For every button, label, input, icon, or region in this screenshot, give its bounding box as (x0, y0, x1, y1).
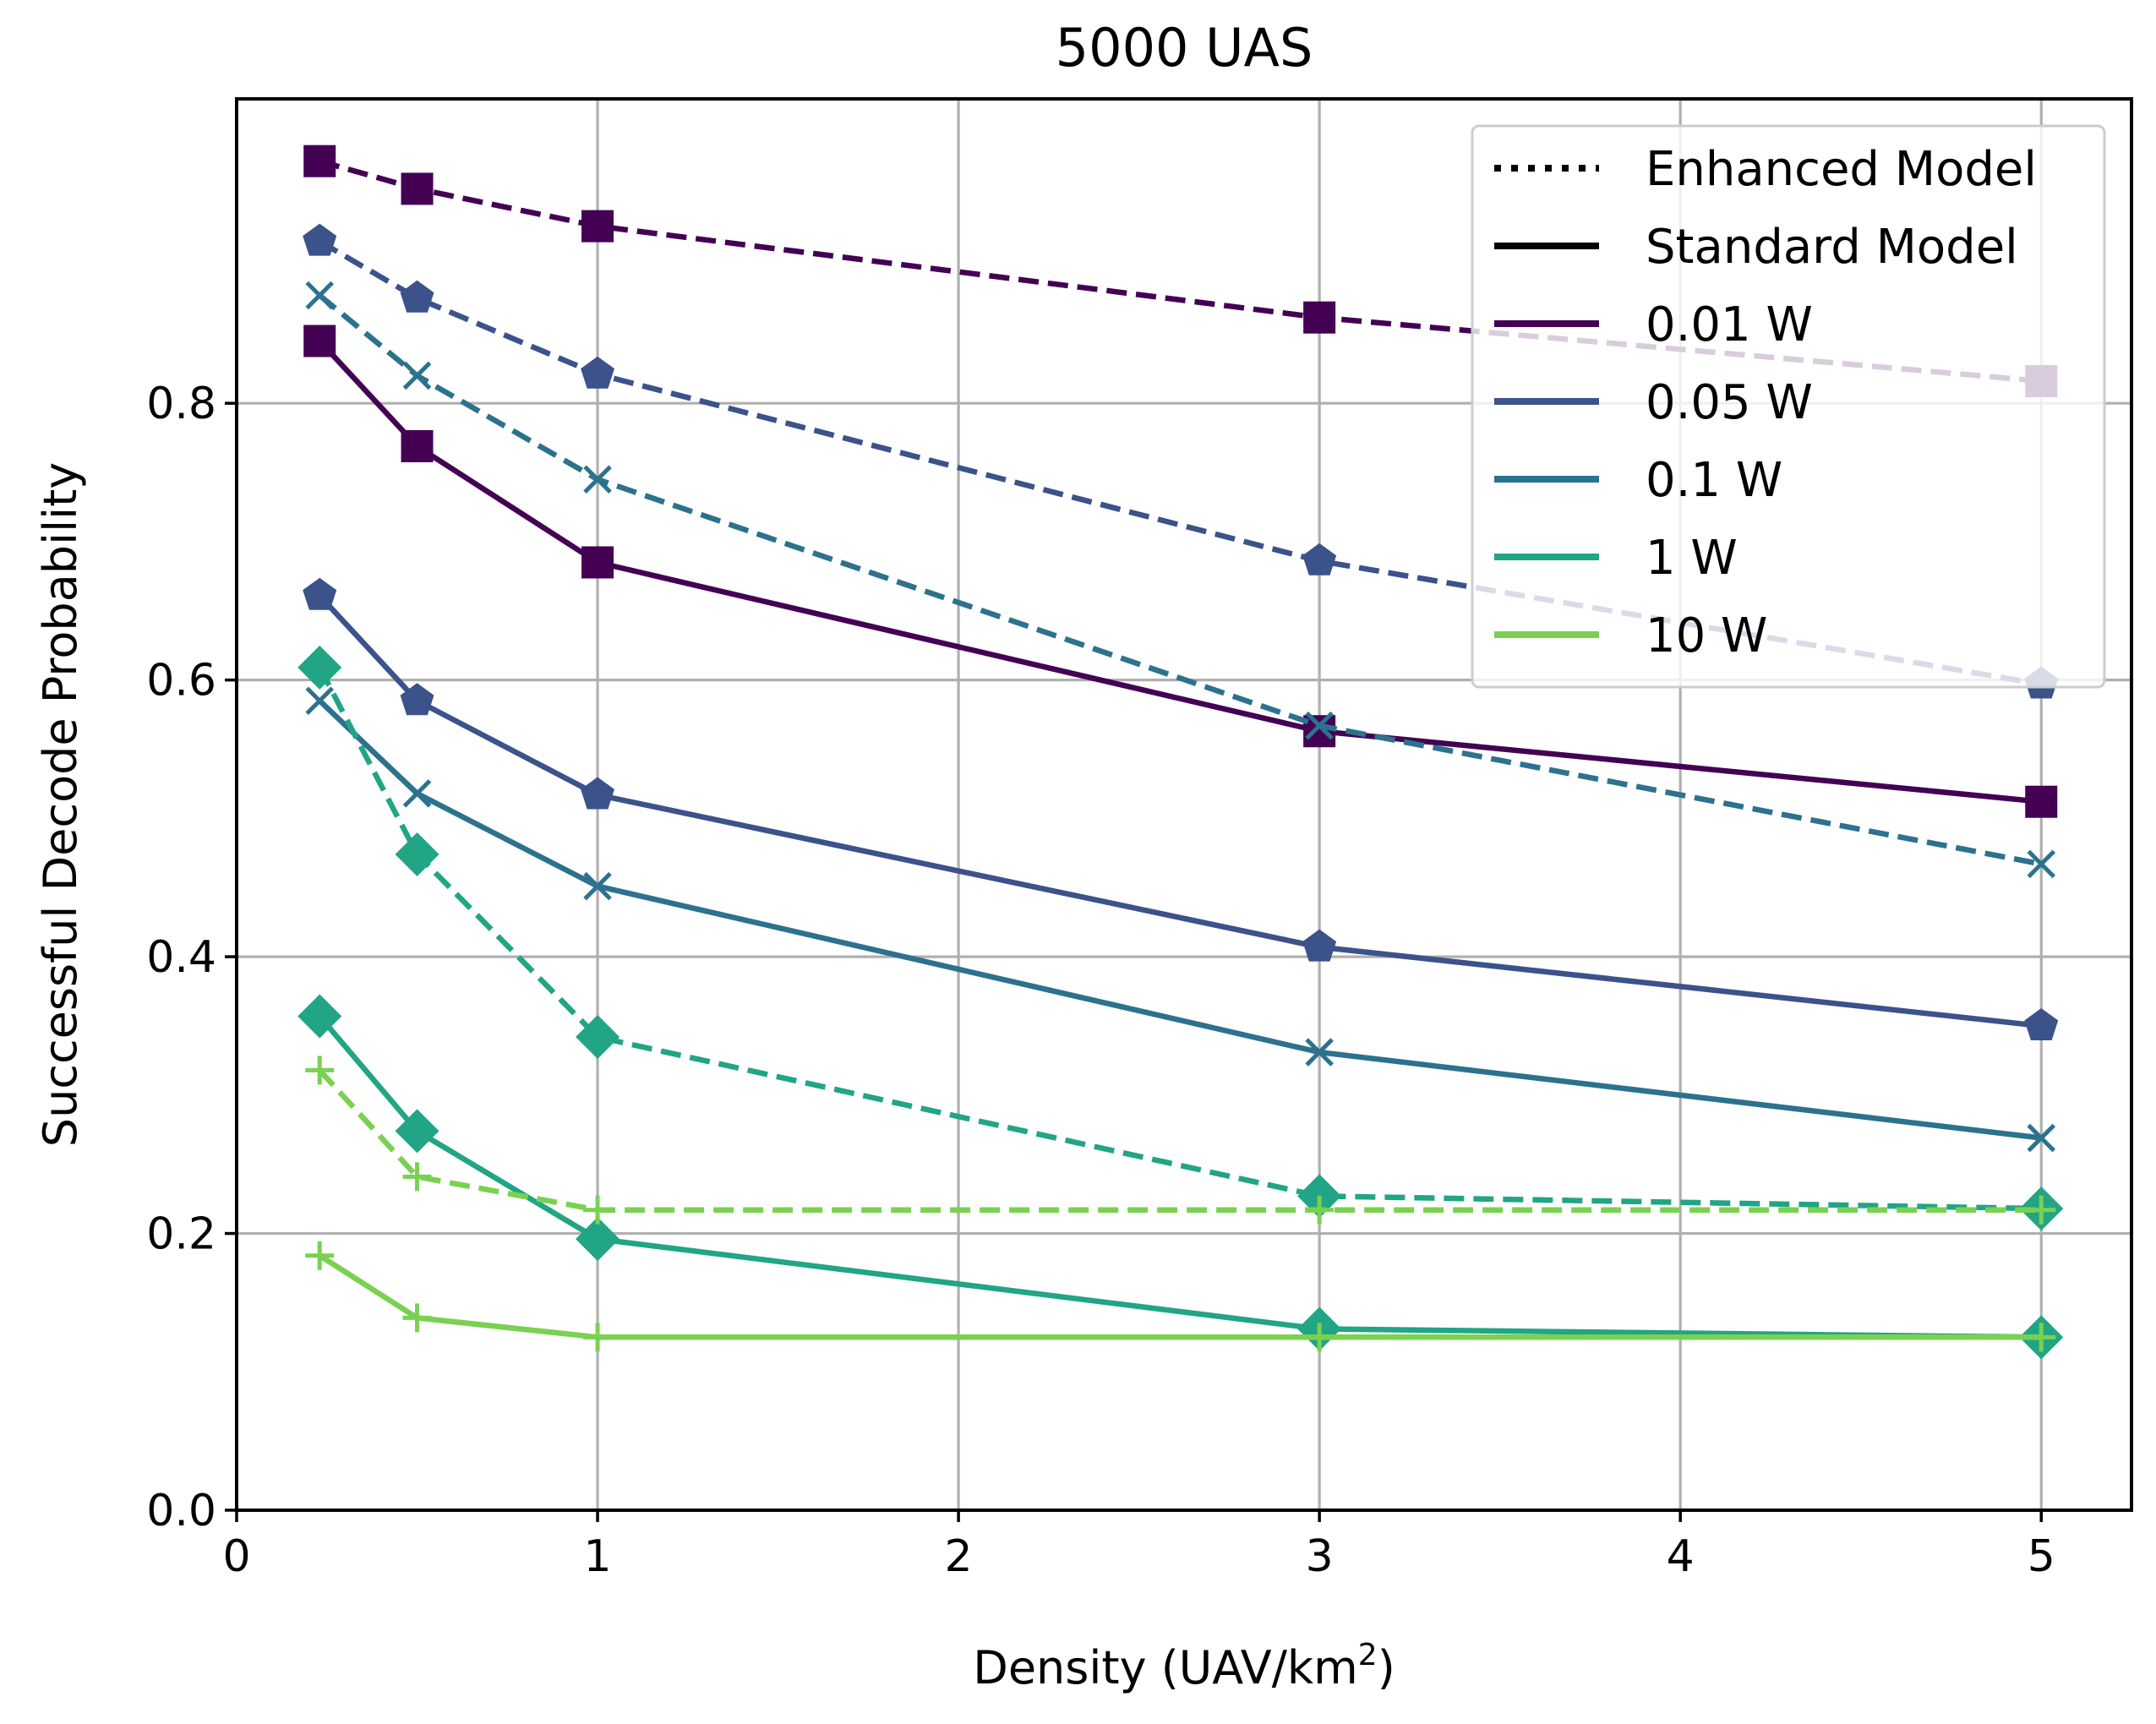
data-point (395, 1109, 439, 1154)
data-point (297, 645, 342, 690)
series-0-05-w-standard (303, 577, 2059, 1040)
data-point (2024, 1008, 2059, 1040)
data-point (2027, 1123, 2056, 1153)
data-point (581, 777, 614, 810)
data-point (401, 172, 434, 205)
data-point (401, 429, 434, 462)
data-point (2027, 1195, 2056, 1225)
legend-label: Standard Model (1646, 220, 2018, 275)
legend-label: 0.1 W (1646, 453, 1782, 508)
data-point (581, 356, 614, 389)
data-point (305, 1241, 335, 1270)
y-tick-label: 0.8 (146, 379, 216, 429)
data-point (581, 546, 614, 579)
data-point (303, 577, 337, 610)
y-tick-label: 0.2 (146, 1209, 216, 1260)
series-10-w-enhanced (305, 1056, 2056, 1225)
data-point (1302, 929, 1337, 962)
data-point (303, 145, 336, 177)
data-point (402, 1162, 432, 1192)
series-1-w-standard (297, 994, 2064, 1360)
series-line (317, 1068, 2042, 1213)
data-point (1305, 1038, 1334, 1067)
data-point (303, 325, 336, 357)
data-point (1305, 1323, 1335, 1352)
series-line (318, 1252, 2042, 1340)
data-point (1305, 711, 1334, 740)
data-point (2025, 785, 2058, 818)
data-point (1302, 543, 1337, 576)
data-point (400, 683, 434, 716)
data-point (1303, 301, 1336, 334)
legend-label: 1 W (1646, 531, 1738, 586)
data-point (576, 1217, 620, 1262)
x-axis-label-close: ) (1378, 1641, 1395, 1694)
data-point (1305, 1195, 1335, 1225)
y-tick-label: 0.4 (146, 932, 216, 983)
data-point (305, 1056, 335, 1085)
data-point (400, 280, 434, 313)
series-10-w-standard (305, 1241, 2056, 1352)
data-point (303, 223, 337, 256)
data-point (2027, 1323, 2056, 1352)
series-0-01-w-standard (303, 325, 2058, 818)
series-line (317, 1014, 2042, 1340)
legend-label: 10 W (1646, 608, 1767, 663)
y-tick-label: 0.6 (146, 656, 216, 707)
y-axis-label: Successful Decode Probability (34, 462, 87, 1147)
data-point (581, 210, 614, 243)
legend-box (1471, 124, 2106, 689)
y-tick-label: 0.0 (146, 1486, 216, 1536)
data-point (583, 465, 612, 494)
x-axis-label-superscript: 2 (1358, 1638, 1378, 1672)
chart-title: 5000 UAS (1056, 17, 1313, 79)
x-tick-label: 1 (584, 1531, 612, 1582)
data-point (402, 779, 432, 808)
x-tick-label: 4 (1667, 1531, 1695, 1582)
x-tick-label: 5 (2028, 1531, 2055, 1582)
x-axis-label-main: Density (UAV/km (973, 1641, 1358, 1694)
data-point (2027, 849, 2056, 879)
data-point (583, 871, 612, 901)
data-point (402, 1303, 432, 1333)
data-point (305, 686, 334, 715)
legend-label: 0.05 W (1646, 375, 1813, 430)
data-point (1303, 715, 1336, 748)
axis-ticks: 0 1 2 3 4 5 0.0 0.2 0.4 0.6 0.8 (146, 379, 2055, 1582)
plot-frame (235, 97, 2133, 1512)
data-point (583, 1323, 613, 1352)
data-point (297, 994, 342, 1039)
data-point (583, 1195, 613, 1225)
data-point (395, 832, 439, 876)
series-1-w-enhanced (297, 645, 2064, 1231)
data-point (576, 1015, 620, 1060)
data-point (305, 281, 334, 310)
x-axis-label: Density (UAV/km2) (973, 1638, 1395, 1694)
plot-series (297, 145, 2064, 1360)
legend-label: 0.01 W (1646, 297, 1813, 352)
series-0-1-w-enhanced (305, 281, 2056, 879)
legend-label: Enhanced Model (1646, 142, 2037, 197)
x-tick-label: 0 (222, 1531, 250, 1582)
legend: Enhanced Model Standard Model 0.01 W 0.05 W… (1471, 124, 2106, 689)
x-tick-label: 2 (945, 1531, 973, 1582)
x-tick-label: 3 (1306, 1531, 1334, 1582)
data-point (402, 361, 432, 390)
series-line (317, 666, 2042, 1212)
series-0-1-w-standard (305, 686, 2056, 1153)
